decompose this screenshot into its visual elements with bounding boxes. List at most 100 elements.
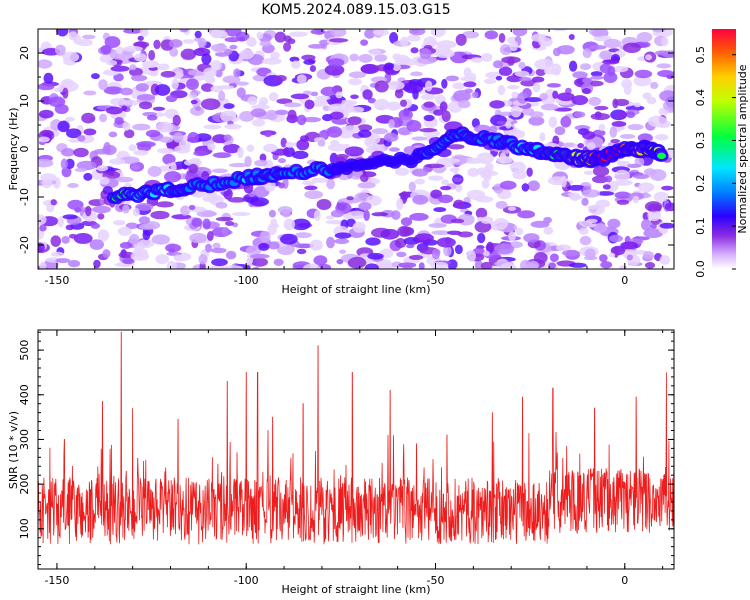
- spectrogram-texture-blob: [603, 38, 622, 49]
- spectrogram-texture-blob: [577, 142, 584, 149]
- spectrogram-texture-blob: [499, 44, 512, 56]
- spectrogram-texture-blob: [519, 259, 532, 269]
- spectrogram-texture-blob: [609, 126, 618, 138]
- spectrogram-texture-blob: [38, 242, 45, 253]
- spectrogram-texture-blob: [362, 89, 373, 100]
- spectrogram-texture-blob: [277, 158, 286, 164]
- spectrogram-texture-blob: [152, 106, 166, 111]
- spectrogram-texture-blob: [582, 77, 593, 84]
- spectrogram-texture-blob: [539, 92, 549, 101]
- spectrogram-texture-blob: [109, 49, 118, 59]
- spectrogram-texture-blob: [364, 29, 376, 39]
- spectrogram-texture-blob: [403, 82, 424, 94]
- spectrogram-texture-blob: [243, 193, 259, 203]
- spectrogram-texture-blob: [304, 185, 318, 191]
- spectrogram-texture-blob: [335, 91, 343, 99]
- spectrogram-texture-blob: [215, 201, 228, 209]
- spectrogram-texture-blob: [496, 156, 513, 164]
- spectrogram-texture-blob: [39, 224, 47, 232]
- spectrogram-texture-blob: [408, 181, 416, 192]
- spectrogram-texture-blob: [334, 232, 352, 239]
- spectrogram-texture-blob: [400, 36, 409, 47]
- spectrogram-texture-blob: [474, 220, 492, 233]
- spectrogram-texture-blob: [155, 254, 170, 265]
- spectrogram-texture-blob: [400, 191, 409, 201]
- spectrogram-texture-blob: [205, 243, 212, 253]
- spectrogram-texture-blob: [602, 184, 611, 190]
- spectrogram-texture-blob: [507, 206, 517, 211]
- y-tick-label: 200: [18, 474, 31, 495]
- spectrogram-texture-blob: [171, 78, 179, 90]
- spectrogram-texture-blob: [302, 116, 321, 123]
- spectrogram-texture-blob: [157, 147, 175, 154]
- spectrogram-texture-blob: [122, 99, 140, 106]
- spectrogram-texture-blob: [100, 44, 112, 55]
- spectrogram-texture-blob: [579, 235, 592, 246]
- spectrogram-texture-blob: [455, 33, 467, 46]
- spectrogram-texture-blob: [147, 166, 162, 177]
- spectrogram-texture-blob: [627, 163, 642, 169]
- spectrogram-texture-blob: [592, 166, 610, 177]
- spectrogram-texture-blob: [396, 251, 407, 258]
- spectrogram-texture-blob: [287, 109, 297, 120]
- spectrogram-texture-blob: [611, 65, 629, 73]
- spectrogram-texture-blob: [557, 92, 575, 102]
- spectrogram-texture-blob: [441, 179, 449, 185]
- spectrogram-texture-blob: [380, 228, 400, 240]
- spectrogram-texture-blob: [430, 29, 446, 37]
- spectrogram-texture-blob: [224, 123, 242, 130]
- spectrogram-texture-blob: [556, 45, 575, 55]
- spectrogram-texture-blob: [614, 98, 630, 107]
- spectrogram-texture-blob: [530, 220, 550, 228]
- spectrogram-texture-blob: [280, 233, 298, 245]
- spectrogram-texture-blob: [328, 38, 349, 43]
- spectrogram-texture-blob: [535, 68, 546, 76]
- spectrogram-texture-blob: [539, 132, 546, 142]
- spectrogram-texture-blob: [329, 111, 344, 120]
- spectrogram-texture-blob: [210, 60, 222, 71]
- spectrogram-texture-blob: [235, 81, 249, 86]
- y-tick-label: 20: [18, 46, 31, 60]
- spectrogram-texture-blob: [454, 244, 463, 255]
- spectrogram-texture-blob: [546, 83, 561, 88]
- spectrogram-y-ticks: -20 -10 0 10 20: [18, 28, 674, 270]
- spectrogram-texture-blob: [134, 53, 147, 62]
- spectrogram-texture-blob: [543, 226, 554, 235]
- spectrogram-texture-blob: [523, 233, 540, 243]
- spectrogram-texture-blob: [450, 218, 465, 224]
- spectrogram-texture-blob: [460, 76, 476, 82]
- spectrogram-texture-blob: [354, 192, 370, 203]
- spectrogram-texture-blob: [258, 242, 270, 251]
- spectrogram-texture-blob: [216, 85, 235, 90]
- spectrogram-texture-blob: [634, 69, 653, 79]
- spectrogram-texture-blob: [391, 210, 401, 220]
- spectrogram-texture-blob: [315, 95, 331, 101]
- spectrogram-texture-blob: [466, 250, 476, 262]
- spectrogram-texture-blob: [640, 219, 652, 231]
- spectrogram-texture-blob: [212, 242, 221, 249]
- y-tick-label: -20: [18, 236, 31, 254]
- spectrogram-texture-blob: [54, 44, 66, 56]
- spectrogram-texture-blob: [190, 99, 198, 105]
- spectrogram-texture-blob: [220, 110, 237, 123]
- spectrogram-texture-blob: [262, 57, 282, 65]
- spectrogram-texture-blob: [265, 109, 278, 121]
- spectrogram-texture-blob: [373, 29, 390, 36]
- spectrogram-texture-blob: [311, 99, 328, 107]
- colorbar-tick-label: 0.2: [694, 175, 707, 193]
- spectrogram-texture-blob: [67, 199, 84, 210]
- spectrogram-texture-blob: [661, 185, 674, 191]
- spectrogram-texture-blob: [203, 67, 217, 78]
- spectrogram-texture-blob: [616, 199, 630, 205]
- spectrogram-texture-blob: [254, 159, 268, 167]
- spectrogram-texture-blob: [291, 150, 309, 160]
- spectrogram-texture-blob: [171, 214, 192, 220]
- spectrogram-texture-blob: [123, 129, 135, 139]
- spectrogram-texture-blob: [316, 263, 332, 269]
- spectrogram-texture-blob: [644, 201, 663, 212]
- spectrogram-texture-blob: [409, 212, 429, 221]
- spectrogram-texture-blob: [195, 106, 202, 111]
- spectrogram-texture-blob: [649, 169, 667, 181]
- spectrogram-texture-blob: [68, 233, 78, 239]
- spectrogram-texture-blob: [178, 138, 191, 151]
